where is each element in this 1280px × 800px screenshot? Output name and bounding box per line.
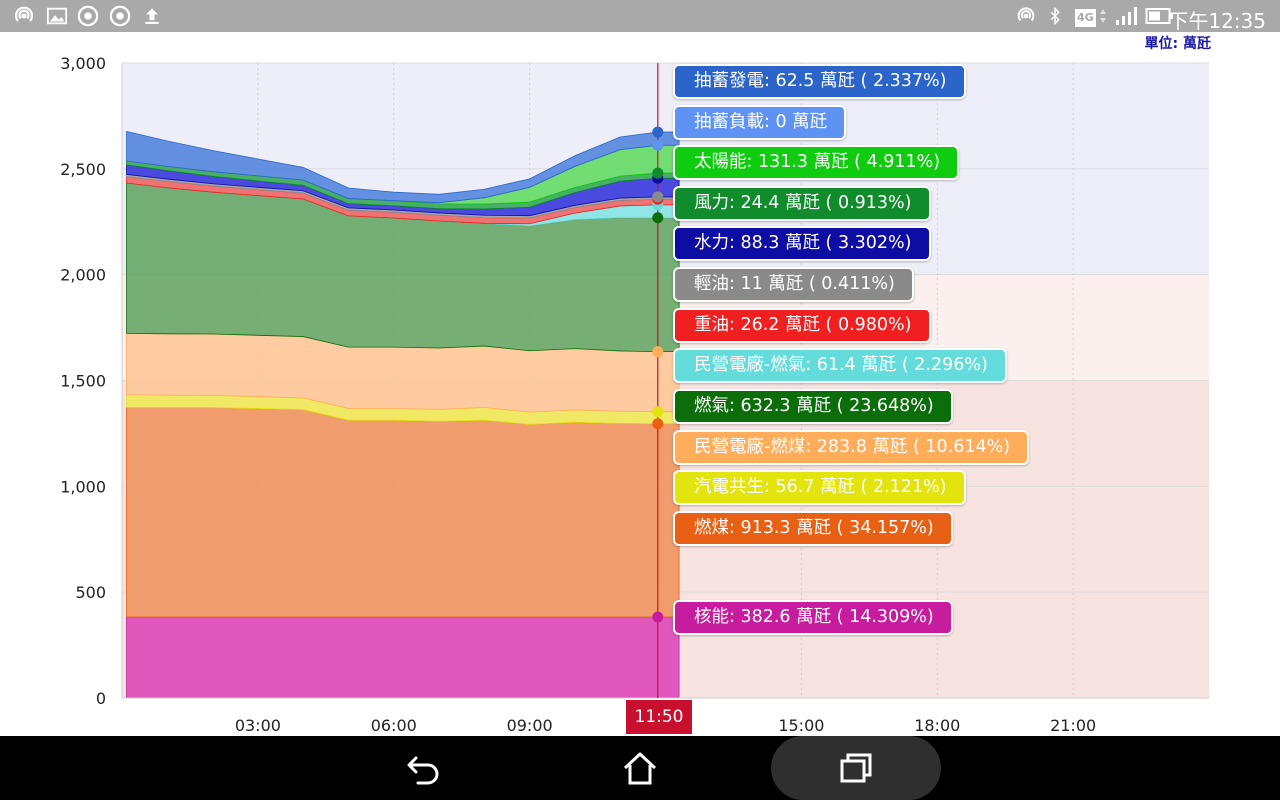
back-icon[interactable] (404, 750, 444, 786)
tooltip-11: 汽電共生: 56.7 萬瓩 ( 2.121%) (673, 470, 966, 505)
tooltip-7: 重油: 26.2 萬瓩 ( 0.980%) (673, 308, 931, 343)
battery-icon (1145, 8, 1173, 24)
tooltip-5: 水力: 88.3 萬瓩 ( 3.302%) (673, 226, 931, 261)
y-tick-label: 500 (75, 583, 106, 602)
y-tick-label: 1,000 (60, 477, 106, 496)
hover-marker (652, 167, 664, 179)
y-tick-label: 0 (96, 689, 106, 708)
x-tick-label: 21:00 (1050, 716, 1096, 735)
power-generation-chart[interactable]: 0 500 1,000 1,500 2,000 2,500 3,000 03:00 06:00… (0, 32, 1280, 736)
hover-markers (652, 126, 664, 623)
upload-icon (145, 8, 159, 24)
tooltip-6: 輕油: 11 萬瓩 ( 0.411%) (673, 267, 914, 302)
x-axis-tick-labels: 03:00 06:00 09:00 15:00 18:00 21:00 (235, 716, 1096, 735)
chrome-icon (109, 5, 131, 27)
tooltip-10: 民營電廠-燃煤: 283.8 萬瓩 ( 10.614%) (673, 430, 1030, 465)
y-axis-tick-labels: 0 500 1,000 1,500 2,000 2,500 3,000 (60, 54, 106, 708)
hover-marker (652, 406, 664, 418)
recents-icon[interactable] (836, 750, 876, 786)
stacked-areas (126, 130, 680, 699)
x-tick-label: 09:00 (507, 716, 553, 735)
chart-axes (121, 63, 1209, 699)
tooltip-8: 民營電廠-燃氣: 61.4 萬瓩 ( 2.296%) (673, 348, 1007, 383)
image-icon (46, 7, 68, 25)
x-tick-label: 15:00 (778, 716, 824, 735)
tooltip-9: 燃氣: 632.3 萬瓩 ( 23.648%) (673, 389, 953, 424)
y-tick-label: 2,000 (60, 266, 106, 285)
tooltip-3: 太陽能: 131.3 萬瓩 ( 4.911%) (673, 145, 960, 180)
y-tick-label: 3,000 (60, 54, 106, 73)
navigation-bar (0, 736, 1280, 800)
tooltip-12: 燃煤: 913.3 萬瓩 ( 34.157%) (673, 511, 953, 546)
network-4g-icon: 4G (1075, 6, 1106, 27)
tooltip-2: 抽蓄負載: 0 萬瓩 (673, 105, 847, 140)
status-time: 下午12:35 (1168, 9, 1266, 33)
hover-marker (652, 126, 664, 138)
hotspot-icon (14, 6, 34, 22)
hover-marker (652, 212, 664, 224)
hotspot-icon (1017, 7, 1035, 22)
bluetooth-icon (1050, 6, 1060, 26)
status-bar: 4G 下午12:35 (0, 0, 1280, 33)
tooltip-13: 核能: 382.6 萬瓩 ( 14.309%) (673, 600, 953, 635)
unit-label: 單位: 萬瓩 (1144, 36, 1211, 52)
recents-button-bg (771, 736, 941, 800)
hover-marker (652, 139, 664, 151)
chrome-icon (77, 5, 99, 27)
y-tick-label: 1,500 (60, 372, 106, 391)
area-series (126, 407, 680, 618)
x-tick-label: 18:00 (914, 716, 960, 735)
hover-marker (652, 191, 664, 203)
hover-marker (652, 418, 664, 430)
cursor-time-label: 11:50 (626, 700, 692, 734)
y-tick-label: 2,500 (60, 160, 106, 179)
x-tick-label: 03:00 (235, 716, 281, 735)
area-series (126, 616, 680, 699)
hover-marker (652, 611, 664, 623)
home-icon[interactable] (620, 748, 660, 788)
x-tick-label: 06:00 (371, 716, 417, 735)
tooltip-1: 抽蓄發電: 62.5 萬瓩 ( 2.337%) (673, 64, 966, 99)
tooltip-4: 風力: 24.4 萬瓩 ( 0.913%) (673, 186, 931, 221)
hover-marker (652, 346, 664, 358)
signal-icon (1116, 7, 1137, 25)
